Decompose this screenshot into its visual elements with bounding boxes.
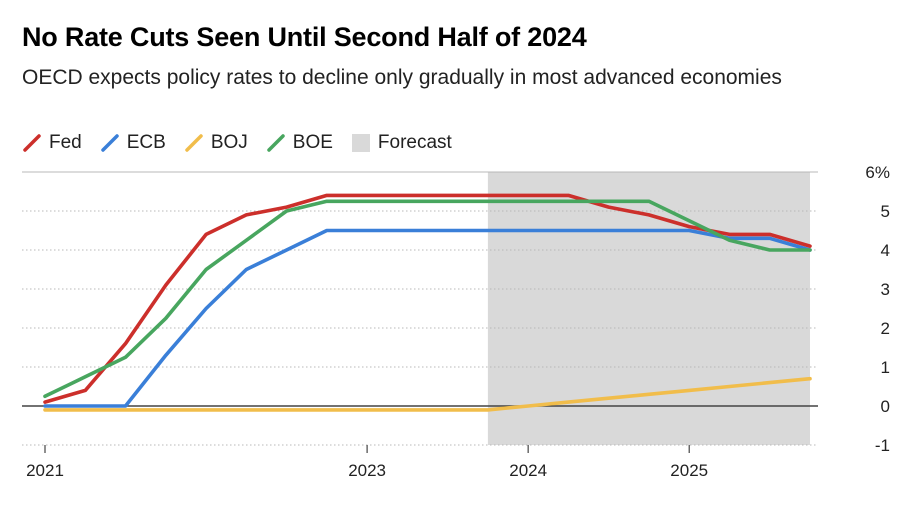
y-tick-label: -1 bbox=[875, 436, 890, 455]
legend-label-boj: BOJ bbox=[210, 132, 248, 153]
legend-item-fed: Fed bbox=[22, 132, 82, 154]
legend-swatch-fed bbox=[23, 134, 41, 152]
series-line-boe bbox=[43, 199, 812, 399]
legend-item-boj: BOJ bbox=[184, 132, 248, 154]
x-tick-label: 2021 bbox=[26, 461, 64, 480]
legend-label-forecast: Forecast bbox=[377, 132, 452, 153]
chart-title: No Rate Cuts Seen Until Second Half of 2… bbox=[22, 22, 587, 52]
series-line-boj bbox=[43, 376, 812, 412]
legend-label-ecb: ECB bbox=[126, 132, 166, 153]
legend-item-ecb: ECB bbox=[100, 132, 166, 154]
y-tick-label: 4 bbox=[881, 241, 890, 260]
y-tick-label: 3 bbox=[881, 280, 890, 299]
y-tick-label: 5 bbox=[881, 202, 890, 221]
legend-label-boe: BOE bbox=[292, 132, 333, 153]
series-line-fed bbox=[43, 193, 812, 404]
legend-item-boe: BOE bbox=[266, 132, 333, 154]
forecast-band bbox=[487, 172, 810, 445]
y-tick-label: 1 bbox=[881, 358, 890, 377]
x-tick-label: 2025 bbox=[670, 461, 708, 480]
legend-item-forecast: Forecast bbox=[351, 132, 452, 154]
legend-label-fed: Fed bbox=[49, 132, 82, 153]
legend-swatch-forecast bbox=[351, 134, 370, 152]
series-line-ecb bbox=[43, 228, 812, 408]
x-tick-label: 2024 bbox=[509, 461, 547, 480]
y-tick-label: 6% bbox=[865, 163, 890, 182]
legend-swatch-boe bbox=[267, 134, 285, 152]
y-tick-label: 2 bbox=[881, 319, 890, 338]
legend-swatch-ecb bbox=[101, 134, 119, 152]
legend-swatch-boj bbox=[185, 134, 203, 152]
legend: Fed ECB BOJ BOE Forecast bbox=[22, 132, 470, 154]
y-tick-label: 0 bbox=[881, 397, 890, 416]
chart-subtitle: OECD expects policy rates to decline onl… bbox=[22, 66, 782, 89]
x-tick-label: 2023 bbox=[348, 461, 386, 480]
